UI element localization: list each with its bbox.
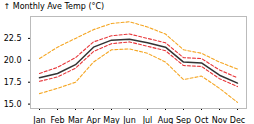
svg-text:↑ Monthly Ave Temp (°C): ↑ Monthly Ave Temp (°C) <box>4 2 105 11</box>
svg-text:15.0: 15.0 <box>4 100 22 109</box>
svg-text:Dec: Dec <box>230 116 245 124</box>
svg-text:Jul: Jul <box>142 116 153 124</box>
svg-text:Aug: Aug <box>158 116 174 124</box>
svg-text:Oct: Oct <box>195 116 209 124</box>
svg-text:Sep: Sep <box>176 116 191 124</box>
svg-text:Apr: Apr <box>87 116 102 124</box>
svg-text:17.5: 17.5 <box>4 78 22 87</box>
svg-text:Jun: Jun <box>122 116 136 124</box>
svg-text:Jan: Jan <box>32 116 45 124</box>
svg-text:Mar: Mar <box>68 116 84 124</box>
svg-text:May: May <box>103 116 120 124</box>
svg-text:22.5: 22.5 <box>4 34 22 43</box>
svg-text:Feb: Feb <box>50 116 64 124</box>
svg-text:Nov: Nov <box>212 116 228 124</box>
svg-text:20.0: 20.0 <box>4 56 22 65</box>
